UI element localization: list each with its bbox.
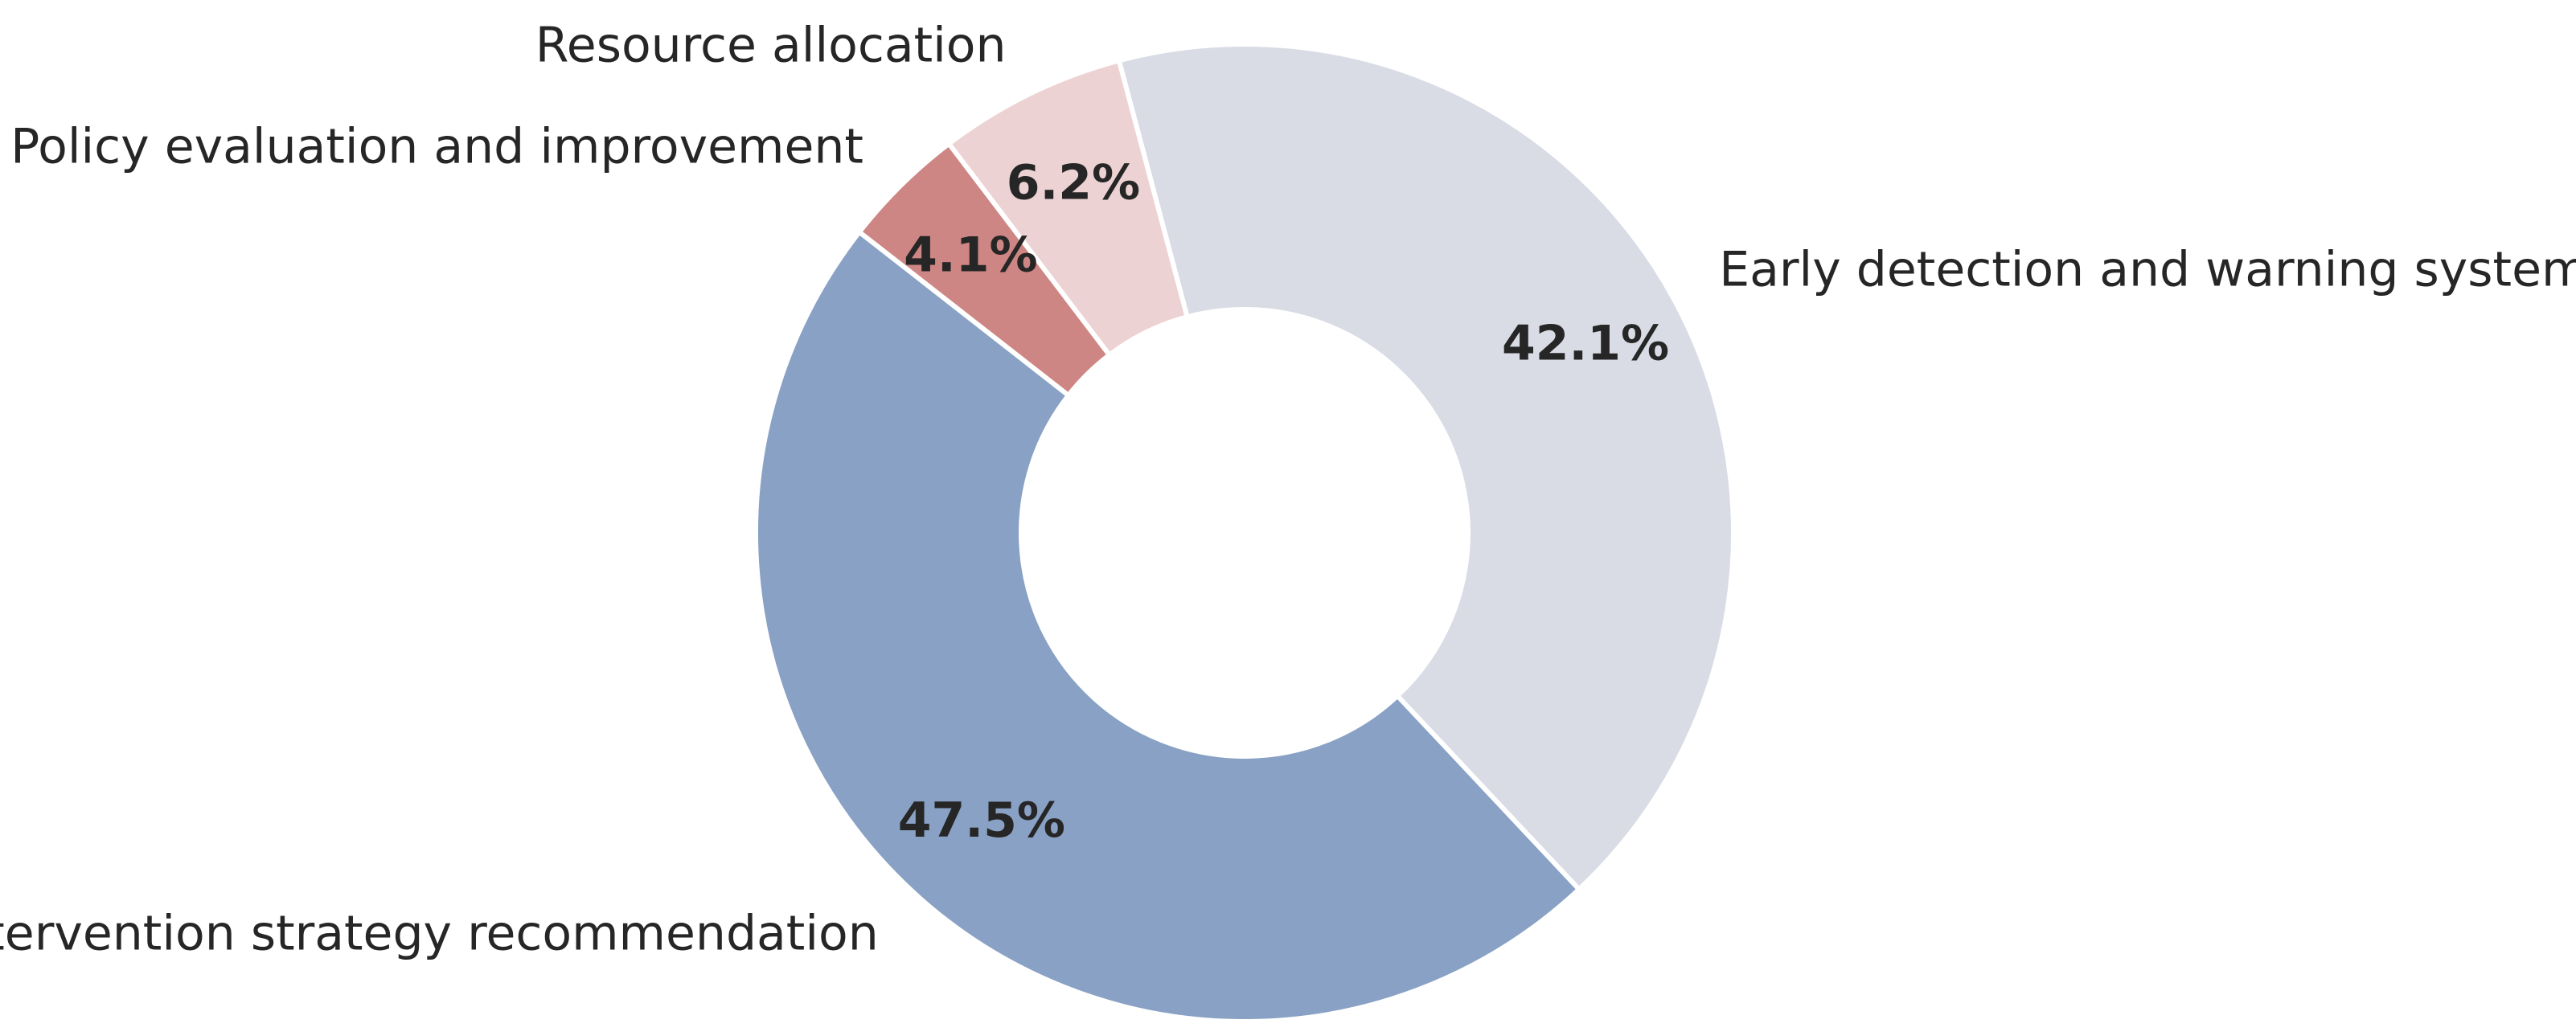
percent-label-intervention-strategy-recommendation: 47.5% bbox=[898, 792, 1065, 849]
slice-policy-evaluation-and-improvement bbox=[855, 140, 1114, 399]
slice-early-detection-and-warning-systems bbox=[1116, 42, 1736, 893]
category-label-early-detection-and-warning-systems: Early detection and warning systems bbox=[1719, 241, 2576, 297]
percent-label-resource-allocation: 6.2% bbox=[1007, 154, 1140, 211]
percent-label-policy-evaluation-and-improvement: 4.1% bbox=[904, 227, 1037, 284]
category-label-intervention-strategy-recommendation: Intervention strategy recommendation bbox=[0, 905, 879, 961]
percent-label-early-detection-and-warning-systems: 42.1% bbox=[1502, 316, 1669, 372]
category-label-resource-allocation: Resource allocation bbox=[535, 18, 1007, 74]
category-label-policy-evaluation-and-improvement: Policy evaluation and improvement bbox=[10, 118, 863, 174]
labels-layer: 47.5% Intervention strategy recommendatio… bbox=[0, 18, 2576, 962]
slices-layer bbox=[753, 42, 1736, 1024]
slice-intervention-strategy-recommendation bbox=[753, 228, 1583, 1024]
